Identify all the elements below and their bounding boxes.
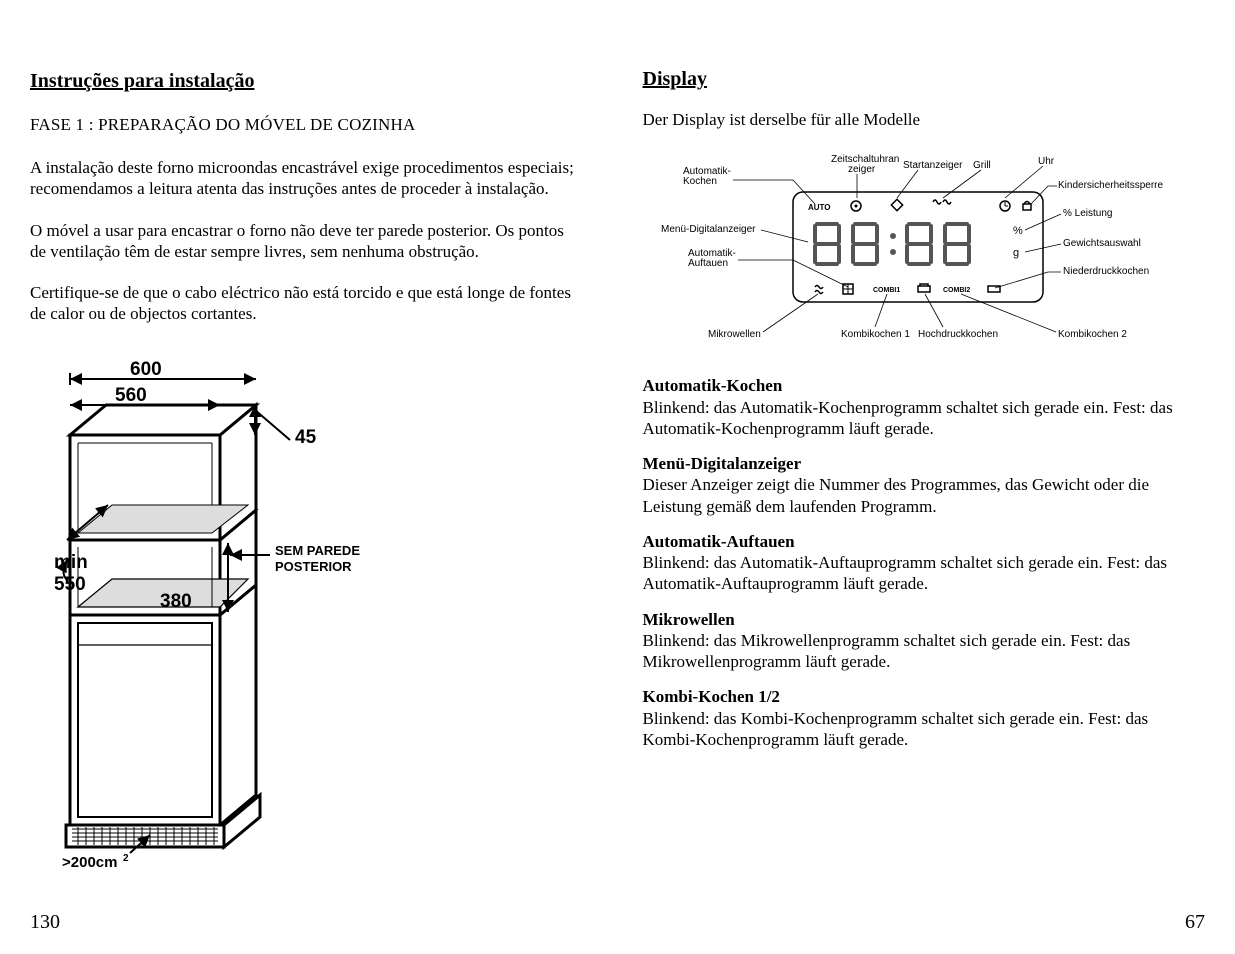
combi1-label: COMBI1 bbox=[873, 287, 900, 294]
right-heading: Display bbox=[643, 68, 1196, 91]
gram-icon: g bbox=[1013, 247, 1019, 259]
left-column: Instruções para instalação FASE 1 : PREP… bbox=[30, 70, 593, 880]
lbl-hoch: Hochdruckkochen bbox=[918, 329, 998, 340]
svg-text:zeiger: zeiger bbox=[848, 164, 876, 175]
percent-icon: % bbox=[1013, 225, 1023, 237]
def-title-2: Automatik-Auftauen bbox=[643, 532, 795, 551]
lbl-pct: % Leistung bbox=[1063, 208, 1112, 219]
def-body-4: Blinkend: das Kombi-Kochenprogramm schal… bbox=[643, 709, 1149, 749]
left-para-3: Certifique-se de que o cabo eléctrico nã… bbox=[30, 282, 583, 325]
lbl-uhr: Uhr bbox=[1038, 156, 1055, 167]
dim-45: 45 bbox=[295, 427, 317, 448]
svg-text:Auftauen: Auftauen bbox=[688, 258, 728, 269]
def-body-0: Blinkend: das Automatik-Kochenprogramm s… bbox=[643, 398, 1173, 438]
dim-550: 550 bbox=[54, 574, 86, 595]
lbl-kombi1: Kombikochen 1 bbox=[841, 329, 910, 340]
def-title-4: Kombi-Kochen 1/2 bbox=[643, 687, 780, 706]
lbl-grill: Grill bbox=[973, 160, 991, 171]
dim-600: 600 bbox=[130, 359, 162, 380]
lbl-menu: Menü-Digitalanzeiger bbox=[661, 224, 756, 235]
right-column: Display Der Display ist derselbe für all… bbox=[633, 70, 1206, 880]
lbl-nieder: Niederdruckkochen bbox=[1063, 266, 1149, 277]
def-body-2: Blinkend: das Automatik-Auftauprogramm s… bbox=[643, 553, 1168, 593]
dim-min-label: min bbox=[54, 552, 88, 573]
page-number-right: 67 bbox=[1185, 911, 1205, 934]
def-title-0: Automatik-Kochen bbox=[643, 376, 783, 395]
def-menu-digital: Menü-Digitalanzeiger Dieser Anzeiger zei… bbox=[643, 453, 1196, 517]
left-heading: Instruções para instalação bbox=[30, 70, 583, 93]
def-mikrowellen: Mikrowellen Blinkend: das Mikrowellenpro… bbox=[643, 609, 1196, 673]
page-container: Instruções para instalação FASE 1 : PREP… bbox=[30, 70, 1205, 880]
lbl-kinder: Kindersicherheitssperre bbox=[1058, 180, 1163, 191]
def-body-3: Blinkend: das Mikrowellenprogramm schalt… bbox=[643, 631, 1131, 671]
def-body-1: Dieser Anzeiger zeigt die Nummer des Pro… bbox=[643, 475, 1150, 515]
left-para-2: O móvel a usar para encastrar o forno nã… bbox=[30, 220, 583, 263]
def-automatik-kochen: Automatik-Kochen Blinkend: das Automatik… bbox=[643, 375, 1196, 439]
dim-vent: >200cm bbox=[62, 854, 117, 871]
def-title-1: Menü-Digitalanzeiger bbox=[643, 454, 802, 473]
display-diagram: AUTO bbox=[643, 152, 1163, 352]
note-title: SEM PAREDE bbox=[275, 543, 360, 558]
lbl-mikro: Mikrowellen bbox=[708, 329, 761, 340]
auto-icon: AUTO bbox=[808, 203, 831, 212]
cabinet-diagram: 600 560 45 min 550 380 SEM PAREDE POSTER… bbox=[30, 355, 390, 875]
combi2-label: COMBI2 bbox=[943, 287, 970, 294]
dim-380: 380 bbox=[160, 591, 192, 612]
lbl-kombi2: Kombikochen 2 bbox=[1058, 329, 1127, 340]
def-title-3: Mikrowellen bbox=[643, 610, 735, 629]
right-intro: Der Display ist derselbe für alle Modell… bbox=[643, 109, 1196, 130]
phase-heading: FASE 1 : PREPARAÇÃO DO MÓVEL DE COZINHA bbox=[30, 115, 583, 135]
def-automatik-auftauen: Automatik-Auftauen Blinkend: das Automat… bbox=[643, 531, 1196, 595]
lbl-gewicht: Gewichtsauswahl bbox=[1063, 238, 1141, 249]
dim-560: 560 bbox=[115, 385, 147, 406]
svg-text:2: 2 bbox=[123, 853, 129, 864]
left-para-1: A instalação deste forno microondas enca… bbox=[30, 157, 583, 200]
page-number-left: 130 bbox=[30, 911, 60, 934]
svg-text:Kochen: Kochen bbox=[683, 176, 717, 187]
def-kombi: Kombi-Kochen 1/2 Blinkend: das Kombi-Koc… bbox=[643, 686, 1196, 750]
lbl-start: Startanzeiger bbox=[903, 160, 963, 171]
note-sub: POSTERIOR bbox=[275, 559, 352, 574]
